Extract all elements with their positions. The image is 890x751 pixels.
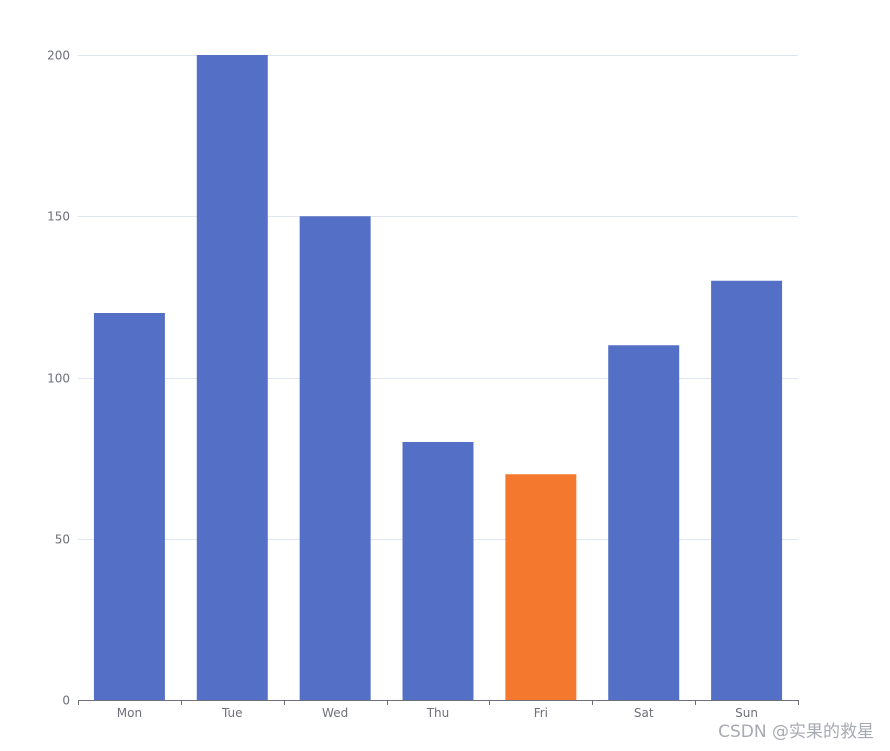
y-tick-label: 150 (47, 210, 70, 224)
x-tick-label: Sat (634, 706, 654, 720)
y-tick-label: 50 (55, 533, 70, 547)
x-tick-label: Sun (735, 706, 758, 720)
x-axis: Mon Tue Wed Thu Fri Sat Sun (78, 700, 799, 720)
y-tick-label: 100 (47, 372, 70, 386)
bar-tue[interactable] (196, 55, 268, 700)
x-tick-label: Thu (426, 706, 450, 720)
bar-sun[interactable] (711, 280, 783, 700)
y-tick-label: 0 (62, 694, 70, 708)
x-tick-label: Tue (221, 706, 243, 720)
bar-sat[interactable] (608, 345, 680, 700)
bar-fri[interactable] (505, 474, 577, 700)
y-axis: 0 50 100 150 200 (47, 49, 70, 708)
x-tick-label: Mon (117, 706, 142, 720)
bar-wed[interactable] (299, 216, 371, 700)
bar-mon[interactable] (93, 313, 165, 700)
bars (93, 55, 783, 700)
x-tick-label: Fri (534, 706, 548, 720)
watermark: CSDN @实果的救星 (718, 722, 874, 742)
y-tick-label: 200 (47, 49, 70, 63)
x-tick-label: Wed (322, 706, 348, 720)
bar-thu[interactable] (402, 442, 474, 700)
